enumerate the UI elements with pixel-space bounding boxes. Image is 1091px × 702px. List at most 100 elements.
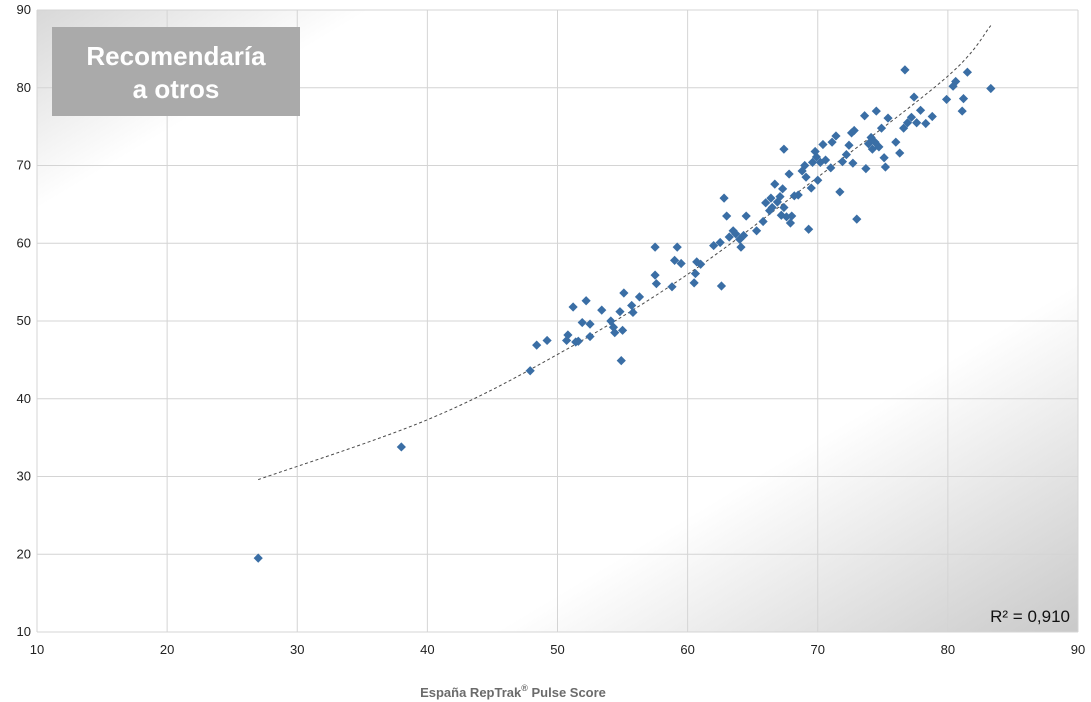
data-point — [986, 83, 996, 94]
data-point — [667, 282, 677, 292]
y-tick-labels: 10 20 30 40 50 60 70 80 90 — [17, 2, 31, 639]
data-point — [915, 105, 926, 115]
data-point — [634, 292, 645, 302]
data-point — [608, 322, 619, 332]
y-tick-label: 70 — [17, 158, 31, 173]
data-point — [735, 234, 745, 244]
data-point — [841, 150, 851, 160]
data-points — [253, 65, 996, 563]
data-point — [883, 113, 893, 123]
data-point — [568, 302, 578, 312]
data-point — [758, 216, 768, 227]
data-point — [810, 146, 820, 157]
data-point — [532, 340, 542, 350]
data-point — [804, 224, 814, 234]
data-point — [766, 193, 776, 203]
data-point — [627, 300, 637, 311]
data-point — [826, 163, 836, 173]
data-point — [775, 192, 785, 202]
data-point — [899, 123, 909, 133]
data-point — [577, 317, 587, 328]
data-point — [835, 187, 845, 197]
data-point — [253, 553, 263, 563]
data-point — [767, 202, 777, 213]
data-point — [716, 281, 727, 291]
data-point — [651, 279, 661, 289]
x-tick-label: 50 — [550, 642, 564, 657]
chart-title-line-2: a otros — [133, 74, 220, 104]
data-point — [962, 67, 972, 77]
data-point — [906, 112, 917, 122]
data-point — [921, 118, 931, 129]
data-point — [696, 259, 706, 269]
data-point — [689, 278, 699, 288]
data-point — [793, 190, 803, 200]
data-point — [848, 158, 858, 168]
data-point — [585, 319, 595, 329]
data-point — [615, 307, 625, 317]
data-point — [909, 92, 919, 102]
data-point — [876, 123, 887, 133]
y-tick-label: 50 — [17, 313, 31, 328]
data-point — [800, 160, 810, 171]
data-point — [722, 211, 732, 221]
y-tick-label: 40 — [17, 391, 31, 406]
data-point — [951, 76, 961, 87]
data-point — [849, 125, 859, 136]
y-tick-label: 20 — [17, 546, 31, 561]
data-point — [525, 366, 535, 376]
x-tick-label: 40 — [420, 642, 434, 657]
x-tick-labels: 10 20 30 40 50 60 70 80 90 — [30, 642, 1085, 657]
data-point — [779, 202, 789, 213]
data-point — [900, 65, 910, 75]
y-tick-label: 60 — [17, 235, 31, 250]
data-point — [880, 162, 891, 172]
data-point — [827, 137, 837, 147]
y-tick-label: 90 — [17, 2, 31, 17]
data-point — [670, 255, 680, 265]
x-tick-label: 30 — [290, 642, 304, 657]
data-point — [861, 164, 871, 174]
data-point — [957, 106, 967, 116]
data-point — [871, 106, 881, 116]
chart-title-line-1: Recomendaría — [86, 41, 266, 71]
data-point — [573, 336, 583, 346]
data-point — [581, 296, 591, 306]
data-point — [692, 257, 702, 267]
data-point — [785, 218, 796, 228]
x-axis-label-suffix: Pulse Score — [528, 685, 606, 700]
data-point — [690, 268, 701, 279]
data-point — [619, 288, 629, 298]
data-point — [879, 153, 889, 163]
x-tick-label: 80 — [941, 642, 955, 657]
trendline — [258, 25, 992, 481]
data-point — [941, 94, 952, 105]
data-point — [891, 137, 901, 147]
data-point — [818, 139, 828, 150]
data-point — [784, 169, 794, 179]
data-point — [751, 226, 762, 236]
data-point — [628, 307, 638, 318]
data-point — [874, 142, 884, 152]
data-point — [585, 331, 595, 342]
data-point — [396, 442, 406, 452]
data-point — [831, 131, 841, 141]
x-tick-label: 60 — [680, 642, 694, 657]
data-point — [807, 157, 818, 167]
data-point — [958, 94, 969, 104]
data-point — [806, 183, 816, 193]
data-point — [813, 175, 823, 185]
data-point — [761, 198, 771, 208]
data-point — [650, 242, 660, 252]
data-point — [709, 240, 719, 251]
title-box — [52, 27, 300, 116]
x-tick-label: 10 — [30, 642, 44, 657]
data-point — [542, 335, 552, 346]
x-tick-label: 20 — [160, 642, 174, 657]
x-tick-label: 90 — [1071, 642, 1085, 657]
data-point — [617, 325, 628, 335]
x-axis-label-sup: ® — [521, 683, 528, 693]
data-point — [852, 214, 862, 224]
x-axis-label-main: España RepTrak — [420, 685, 522, 700]
